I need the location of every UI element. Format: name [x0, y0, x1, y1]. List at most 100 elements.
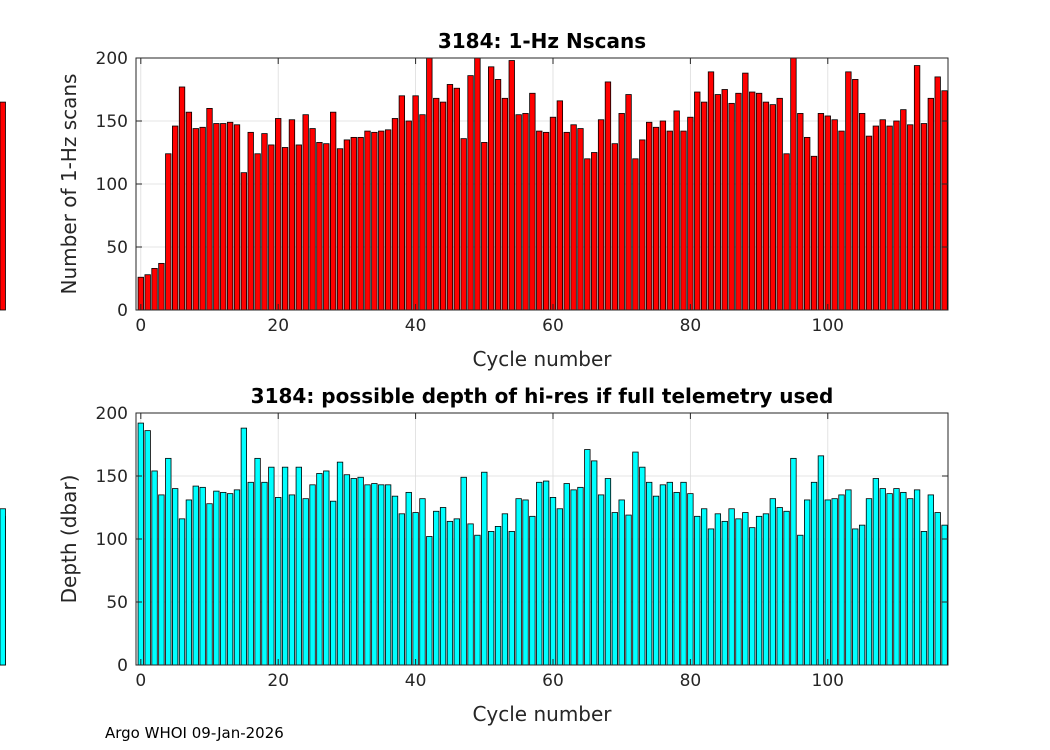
bar: [501, 513, 509, 666]
bar: [529, 515, 536, 666]
bar: [295, 466, 302, 666]
bar: [742, 72, 749, 311]
bar: [398, 95, 406, 311]
bar: [563, 131, 570, 311]
bar: [240, 427, 248, 666]
bar: [611, 512, 618, 666]
bar: [481, 471, 488, 666]
bar: [865, 498, 873, 666]
bar: [446, 520, 454, 666]
bar: [824, 499, 831, 666]
bar: [330, 111, 337, 311]
bar: [384, 129, 392, 311]
bar: [453, 518, 460, 666]
bar: [597, 494, 605, 666]
bar: [549, 497, 557, 666]
bar: [233, 124, 241, 311]
bar: [357, 476, 364, 666]
bar: [268, 466, 275, 666]
bar: [405, 491, 412, 666]
bar: [941, 524, 948, 666]
bar: [522, 113, 529, 311]
bar: [556, 508, 564, 666]
bar: [391, 118, 399, 311]
bar: [893, 120, 900, 311]
bar: [831, 119, 838, 311]
x-tick-label: 40: [405, 671, 427, 691]
bar: [824, 115, 831, 311]
bar: [920, 531, 928, 666]
bar: [570, 489, 577, 666]
bar: [254, 457, 261, 666]
bar: [281, 147, 289, 311]
bar: [426, 57, 433, 311]
bar: [907, 124, 914, 311]
bar: [927, 97, 934, 311]
bar: [275, 118, 282, 311]
bar: [591, 460, 598, 666]
x-tick-label: 100: [812, 316, 844, 336]
bar: [158, 494, 165, 666]
bar: [316, 473, 323, 666]
bar: [652, 126, 660, 311]
bar: [501, 97, 509, 311]
x-axis-label: Cycle number: [472, 702, 612, 726]
bar: [0, 101, 6, 311]
bar: [302, 498, 309, 666]
bar: [852, 79, 859, 311]
bar: [721, 520, 728, 666]
bar: [755, 515, 763, 666]
x-tick-label: 100: [812, 671, 844, 691]
y-tick-label: 0: [117, 301, 128, 321]
y-tick-label: 150: [96, 467, 128, 487]
bar: [817, 113, 825, 311]
bar: [831, 498, 838, 666]
bar: [213, 123, 220, 311]
bar: [714, 94, 722, 311]
bar: [556, 100, 564, 311]
bar: [666, 130, 673, 311]
bar: [275, 497, 282, 666]
bar: [336, 148, 344, 311]
bar: [879, 488, 886, 666]
bar: [185, 499, 193, 666]
bar: [426, 536, 433, 666]
bar: [735, 92, 742, 311]
bar: [687, 116, 694, 311]
bar: [797, 113, 804, 311]
bar: [481, 142, 488, 311]
bar: [144, 274, 151, 311]
bar: [494, 79, 502, 311]
bar: [810, 155, 818, 311]
bar: [254, 153, 261, 311]
bar: [577, 486, 584, 666]
bar: [288, 119, 296, 311]
bar: [577, 128, 584, 311]
chart-title: 3184: possible depth of hi-res if full t…: [251, 384, 834, 408]
bar: [845, 71, 852, 311]
bar: [536, 130, 543, 311]
bar: [652, 495, 660, 666]
bar: [673, 491, 680, 666]
bar: [845, 489, 852, 666]
bar: [762, 101, 770, 311]
bar: [755, 92, 763, 311]
bar: [927, 494, 934, 666]
bar: [323, 143, 330, 311]
bar: [872, 125, 880, 311]
bar: [584, 449, 591, 666]
x-tick-label: 60: [542, 671, 564, 691]
bar: [913, 489, 921, 666]
bar: [405, 120, 412, 311]
bar: [467, 523, 474, 666]
bar: [350, 136, 357, 311]
bar: [268, 144, 275, 311]
bar: [247, 131, 254, 311]
bar: [858, 524, 866, 666]
bar: [378, 484, 385, 666]
bar: [563, 483, 570, 666]
bar: [240, 172, 248, 311]
bar: [192, 128, 199, 311]
bar: [226, 121, 234, 311]
